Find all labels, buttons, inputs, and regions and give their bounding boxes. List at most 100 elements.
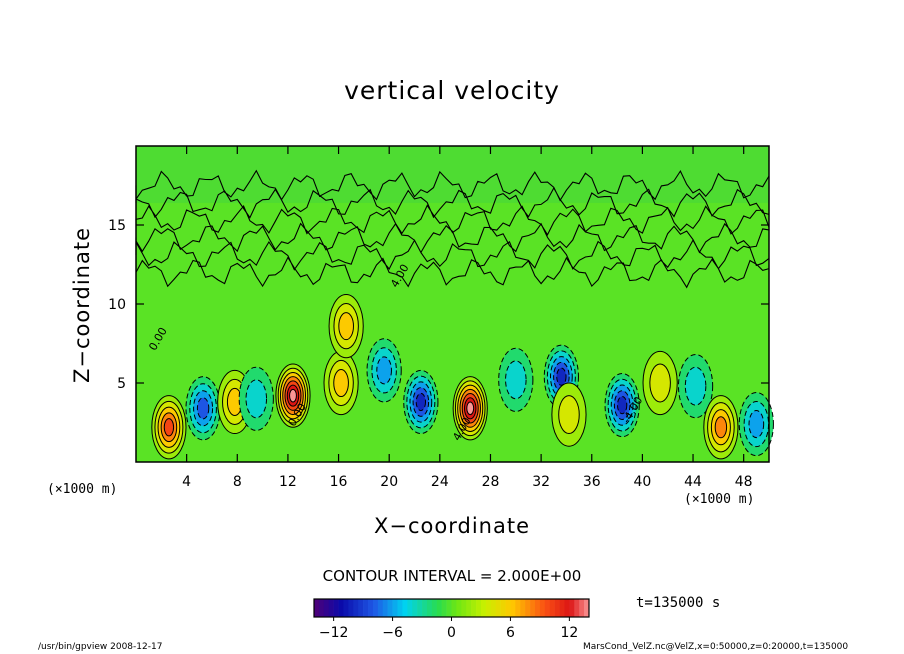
x-tick-label: 24 <box>431 474 449 490</box>
colorbar-tick-label: 0 <box>447 625 456 641</box>
colorbar-segment <box>363 599 369 617</box>
x-tick-label: 20 <box>380 474 398 490</box>
x-tick-label: 40 <box>633 474 651 490</box>
colorbar-segment <box>544 599 551 617</box>
colorbar-segment <box>505 599 511 617</box>
contour-cell-14 <box>649 363 671 403</box>
colorbar-segment <box>343 599 349 617</box>
colorbar-segment <box>372 599 379 617</box>
colorbar-segment <box>407 599 413 617</box>
colorbar-tick-label: −12 <box>319 625 349 641</box>
contour-cell-7 <box>376 356 392 385</box>
colorbar-tick-label: 12 <box>560 625 578 641</box>
colorbar-segment <box>525 599 531 617</box>
contour-interval-label: CONTOUR INTERVAL = 2.000E+00 <box>322 567 582 585</box>
x-tick-label: 36 <box>583 474 601 490</box>
colorbar-segment <box>564 599 570 617</box>
colorbar-segment <box>446 599 452 617</box>
colorbar-segment <box>584 599 590 617</box>
footer-left: /usr/bin/gpview 2008-12-17 <box>38 642 163 652</box>
colorbar-segment <box>422 599 428 617</box>
contour-cell-15 <box>684 366 707 406</box>
colorbar-segment <box>323 599 330 617</box>
y-tick-label: 5 <box>117 376 126 392</box>
contour-cell-1 <box>196 397 210 420</box>
x-unit-left: (×1000 m) <box>47 482 118 497</box>
colorbar-segment <box>392 599 398 617</box>
chart-title: vertical velocity <box>344 76 560 105</box>
colorbar-segment <box>377 599 384 617</box>
x-tick-label: 48 <box>735 474 753 490</box>
colorbar-segment <box>456 599 462 617</box>
colorbar-segment <box>387 599 393 617</box>
x-unit-right: (×1000 m) <box>684 492 755 507</box>
contour-cell-10 <box>505 360 527 400</box>
x-axis-label: X−coordinate <box>374 514 530 538</box>
colorbar-segment <box>554 599 560 617</box>
colorbar-segment <box>500 599 506 617</box>
contour-cell-17 <box>748 410 765 439</box>
colorbar-segment <box>549 599 555 617</box>
colorbar-segment <box>426 599 433 617</box>
colorbar-segment <box>530 599 536 617</box>
colorbar-segment <box>490 599 496 617</box>
contour-cell-12 <box>558 395 580 435</box>
colorbar-segment <box>471 599 477 617</box>
colorbar-segment <box>417 599 423 617</box>
colorbar-segment <box>485 599 492 617</box>
colorbar-segment <box>402 599 408 617</box>
x-tick-label: 32 <box>532 474 550 490</box>
x-tick-label: 16 <box>330 474 348 490</box>
contour-cell-3 <box>245 379 268 419</box>
colorbar-segment <box>333 599 339 617</box>
colorbar-segment <box>441 599 447 617</box>
colorbar-segment <box>348 599 354 617</box>
colorbar-segment <box>495 599 501 617</box>
x-tick-label: 8 <box>233 474 242 490</box>
contour-cell-13 <box>616 396 628 415</box>
colorbar-segment <box>338 599 344 617</box>
colorbar-segment <box>358 599 364 617</box>
contour-cell-16 <box>714 416 728 439</box>
contour-cell-8 <box>415 392 427 412</box>
contour-cell-0 <box>163 418 175 437</box>
x-tick-label: 28 <box>482 474 500 490</box>
colorbar-segment <box>328 599 334 617</box>
colorbar-segment <box>466 599 472 617</box>
time-label: t=135000 s <box>636 595 721 611</box>
contour-cell-4 <box>289 388 297 403</box>
colorbar-segment <box>314 599 320 617</box>
colorbar-segment <box>520 599 526 617</box>
colorbar-segment <box>515 599 521 617</box>
colorbar-segment <box>476 599 482 617</box>
colorbar-segment <box>579 599 585 617</box>
y-tick-label: 15 <box>108 218 126 234</box>
colorbar-segment <box>318 599 325 617</box>
footer-right: MarsCond_VelZ.nc@VelZ,x=0:50000,z=0:2000… <box>583 642 849 652</box>
y-tick-label: 10 <box>108 297 126 313</box>
colorbar-tick-label: −6 <box>382 625 403 641</box>
colorbar-segment <box>480 599 487 617</box>
x-tick-label: 44 <box>684 474 702 490</box>
contour-lines <box>135 169 770 289</box>
contour-cell-9 <box>466 401 475 416</box>
colorbar-segment <box>461 599 467 617</box>
colorbar-segment <box>431 599 438 617</box>
x-tick-label: 4 <box>182 474 191 490</box>
colorbar-segment <box>451 599 457 617</box>
colorbar-segment <box>436 599 442 617</box>
colorbar-segment <box>534 599 541 617</box>
colorbar-segment <box>397 599 403 617</box>
contour-cell-11 <box>556 367 567 386</box>
colorbar-segment <box>353 599 359 617</box>
colorbar-segment <box>559 599 565 617</box>
x-tick-label: 12 <box>279 474 297 490</box>
colorbar-segment <box>382 599 388 617</box>
colorbar-segment <box>574 599 580 617</box>
colorbar-segment <box>569 599 575 617</box>
contour-cell-6 <box>338 312 354 341</box>
colorbar-segment <box>412 599 418 617</box>
colorbar-segment <box>510 599 516 617</box>
colorbar-segment <box>368 599 374 617</box>
